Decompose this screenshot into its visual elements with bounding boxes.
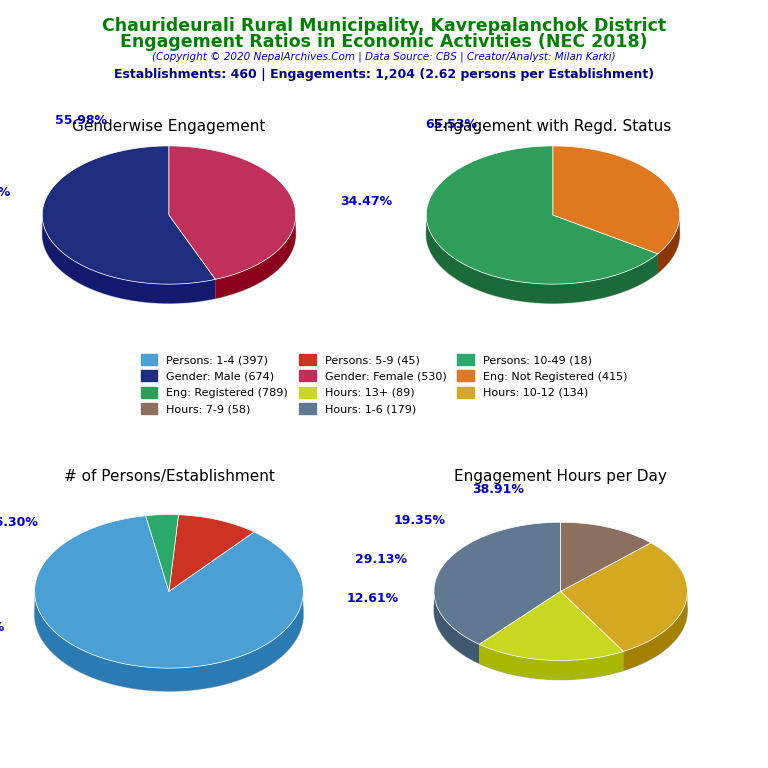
Polygon shape [553,146,680,253]
Polygon shape [624,592,687,670]
Polygon shape [42,146,216,284]
Polygon shape [434,541,687,680]
Text: Establishments: 460 | Engagements: 1,204 (2.62 persons per Establishment): Establishments: 460 | Engagements: 1,204… [114,68,654,81]
Text: 86.30%: 86.30% [0,516,38,529]
Polygon shape [35,538,303,691]
Text: 38.91%: 38.91% [472,484,524,496]
Polygon shape [216,217,296,299]
Polygon shape [169,146,296,280]
Text: 3.91%: 3.91% [0,621,5,634]
Text: 44.02%: 44.02% [0,186,11,199]
Text: Engagement Ratios in Economic Activities (NEC 2018): Engagement Ratios in Economic Activities… [121,33,647,51]
Polygon shape [146,515,178,591]
Polygon shape [561,522,650,591]
Text: Engagement with Regd. Status: Engagement with Regd. Status [435,119,671,134]
Polygon shape [42,165,296,303]
Polygon shape [426,216,658,303]
Text: Genderwise Engagement: Genderwise Engagement [72,119,266,134]
Polygon shape [169,515,254,591]
Text: 12.61%: 12.61% [347,592,399,604]
Polygon shape [479,591,624,660]
Polygon shape [479,644,624,680]
Polygon shape [42,217,216,303]
Polygon shape [658,215,680,273]
Polygon shape [426,146,658,284]
Text: 65.53%: 65.53% [425,118,477,131]
Text: 34.47%: 34.47% [340,195,392,208]
Text: (Copyright © 2020 NepalArchives.Com | Data Source: CBS | Creator/Analyst: Milan : (Copyright © 2020 NepalArchives.Com | Da… [152,51,616,62]
Text: Chaurideurali Rural Municipality, Kavrepalanchok District: Chaurideurali Rural Municipality, Kavrep… [102,17,666,35]
Polygon shape [561,543,687,651]
Polygon shape [434,522,561,644]
Polygon shape [434,592,479,664]
Polygon shape [426,165,680,303]
Text: 29.13%: 29.13% [355,553,407,566]
Text: 55.98%: 55.98% [55,114,107,127]
Polygon shape [35,594,303,691]
Text: # of Persons/Establishment: # of Persons/Establishment [64,468,274,484]
Text: 19.35%: 19.35% [393,514,445,527]
Text: Engagement Hours per Day: Engagement Hours per Day [454,468,667,484]
Legend: Persons: 1-4 (397), Gender: Male (674), Eng: Registered (789), Hours: 7-9 (58), : Persons: 1-4 (397), Gender: Male (674), … [136,349,632,419]
Polygon shape [35,516,303,668]
